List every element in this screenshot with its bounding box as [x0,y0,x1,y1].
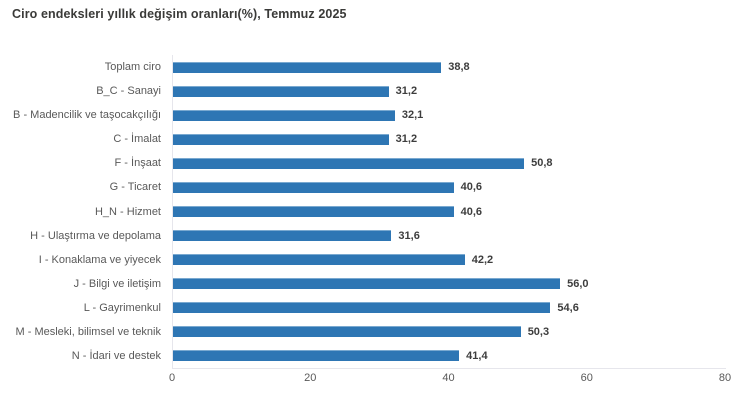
category-label: J - Bilgi ve iletişim [73,277,161,290]
bar-row: 31,2 [173,79,726,103]
bar [173,181,454,193]
bar [173,85,389,97]
x-tick-label: 20 [304,372,317,384]
bar-value-label: 40,6 [460,205,483,218]
bar-value-label: 42,2 [471,253,494,266]
bar-value-label: 31,2 [395,133,418,146]
bar-row: 42,2 [173,248,726,272]
x-tick-label: 80 [718,372,732,384]
category-label: N - İdari ve destek [71,349,161,362]
x-tick-label: 60 [580,372,593,384]
bar [173,350,460,362]
category-label: B - Madencilik ve taşocakçılığı [13,109,161,122]
plot-area: 38,8 31,2 32,1 31,2 50,8 40,6 40,6 31,6 42,2 56,0… [172,55,726,369]
bar-value-label: 31,2 [395,85,418,98]
category-label: H - Ulaştırma ve depolama [30,229,161,242]
category-label: Toplam ciro [104,61,161,74]
bar [173,206,454,217]
bar-value-label: 41,4 [466,349,488,362]
category-axis: Toplam ciro B_C - Sanayi B - Madencilik ve… [0,55,165,368]
bar-value-label: 56,0 [567,277,589,290]
category-label: L - Gayrimenkul [83,301,161,314]
bar [173,109,395,121]
category-label: H_N - Hizmet [94,205,161,218]
x-tick-label: 0 [168,372,176,384]
x-axis: 0 20 40 60 80 [168,372,731,388]
bar-row: 56,0 [173,272,726,296]
bar-row: 54,6 [173,296,726,320]
bar-row: 31,2 [173,127,726,151]
bar [173,302,551,314]
bar-row: 32,1 [173,103,726,127]
bar-value-label: 31,6 [398,229,420,242]
bar [173,230,392,242]
category-label: B_C - Sanayi [96,85,161,98]
bar [173,254,465,266]
bar-value-label: 40,6 [460,181,483,194]
chart-title: Ciro endeksleri yıllık değişim oranları(… [12,7,347,21]
category-label: G - Ticaret [109,181,161,194]
bar-row: 40,6 [173,199,726,223]
bar-row: 31,6 [173,224,726,248]
bar-value-label: 50,3 [527,325,550,338]
bar [173,157,525,169]
bar-value-label: 38,8 [448,61,470,74]
bar-row: 41,4 [173,344,726,368]
bar [173,278,561,290]
bar-row: 38,8 [173,55,726,79]
category-label: I - Konaklama ve yiyecek [38,253,161,266]
category-label: C - İmalat [113,133,161,146]
bar-value-label: 54,6 [557,301,579,314]
bar [173,61,442,73]
bar [173,133,389,145]
bar-value-label: 32,1 [401,109,424,122]
category-label: M - Mesleki, bilimsel ve teknik [15,325,161,338]
bar-row: 40,6 [173,175,726,199]
x-tick-label: 40 [442,372,455,384]
bar-value-label: 50,8 [531,157,553,170]
bar-row: 50,8 [173,151,726,175]
category-label: F - İnşaat [114,157,161,170]
bar [173,326,521,338]
bar-row: 50,3 [173,320,726,344]
